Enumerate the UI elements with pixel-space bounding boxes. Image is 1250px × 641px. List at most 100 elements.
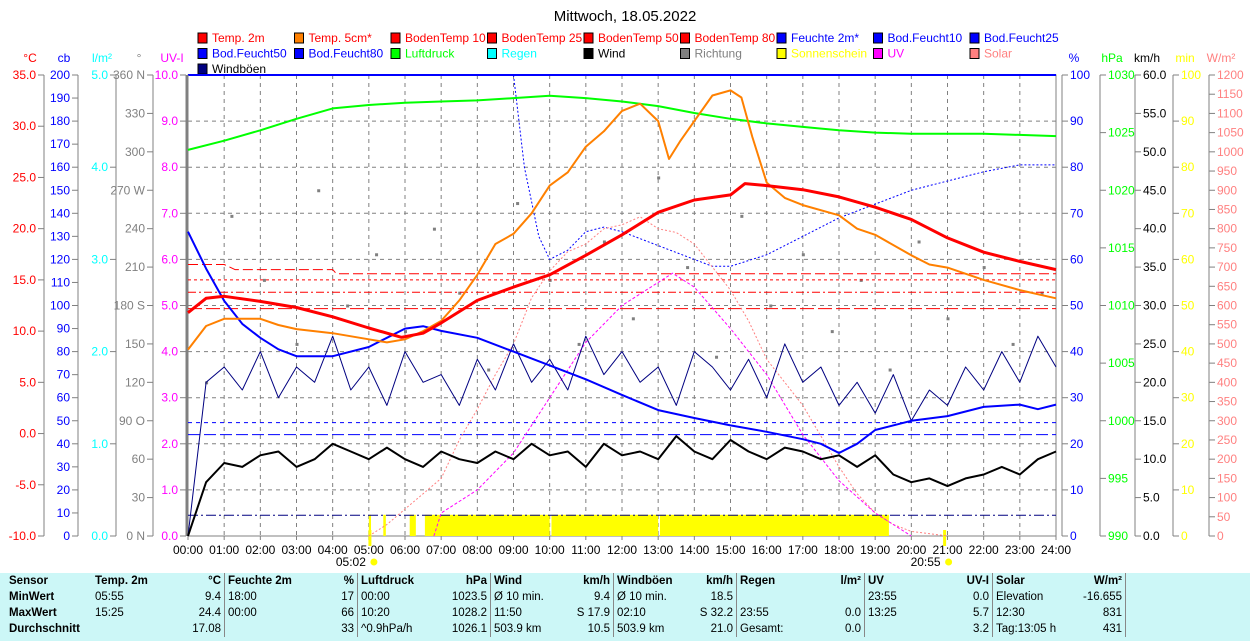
stats-cell: 9.4: [557, 589, 614, 605]
wind-direction-point: [346, 304, 350, 308]
y-tick-label: 70: [1181, 206, 1195, 220]
y-tick-label: 30: [1070, 391, 1084, 405]
sunshine-bar: [409, 514, 416, 536]
y-tick-label: 10.0: [13, 324, 37, 338]
x-tick-label: 20:00: [896, 543, 926, 557]
stats-cell: 02:10: [617, 606, 646, 619]
legend-swatch: [969, 32, 980, 44]
legend-label: Richtung: [695, 47, 742, 61]
y-tick-label: 250: [1217, 433, 1237, 447]
stats-cell: Sensor: [9, 574, 48, 587]
wind-direction-point: [769, 304, 773, 308]
y-tick-label: 800: [1217, 222, 1237, 236]
x-tick-label: 16:00: [752, 543, 782, 557]
stats-cell: -16.655: [1069, 589, 1126, 605]
stats-cell: [92, 621, 158, 637]
stats-cell: 05:55: [95, 590, 124, 603]
wind-direction-point: [487, 368, 491, 372]
y-tick-label: 40: [57, 437, 71, 451]
series-wind: [187, 435, 1057, 537]
y-tick-label: 190: [50, 91, 70, 105]
legend-swatch: [680, 48, 690, 59]
y-tick-label: 30.0: [13, 119, 37, 133]
legend-swatch: [197, 48, 208, 59]
stats-cell: Regen: [740, 574, 776, 587]
sunshine-bar: [383, 514, 386, 536]
x-tick-label: 12:00: [607, 543, 637, 557]
y-tick-label: 10: [1181, 483, 1195, 497]
legend-label: BodenTemp 10: [405, 31, 486, 45]
y-axis-unit: W/m²: [1207, 51, 1236, 65]
legend-label: Bod.Feucht50: [212, 47, 287, 61]
stats-cell: 00:00: [228, 606, 257, 619]
stats-cell: 1023.5: [424, 589, 491, 605]
wind-direction-point: [458, 291, 462, 295]
stats-cell: [803, 589, 865, 605]
stats-cell: MaxWert: [9, 606, 57, 619]
y-tick-label: 1030: [1108, 68, 1135, 82]
y-tick-label: 50.0: [1143, 145, 1167, 159]
sunshine-bar: [551, 514, 659, 536]
stats-cell: 15:25: [95, 606, 124, 619]
y-tick-label: 20.0: [13, 222, 37, 236]
y-tick-label: 100: [1070, 68, 1090, 82]
y-tick-label: 0.0: [19, 427, 36, 441]
x-tick-label: 15:00: [715, 543, 745, 557]
sun-icon: [945, 558, 953, 566]
stats-cell: S 17.9: [557, 605, 614, 621]
statistics-panel: Sensor Temp. 2m °C Feuchte 2m% Luftdruck hPa W…: [0, 573, 1250, 641]
x-tick-label: 22:00: [969, 543, 999, 557]
stats-cell: %: [301, 573, 358, 589]
legend-label: Solar: [984, 47, 1012, 61]
y-tick-label: 500: [1217, 337, 1237, 351]
legend-label: Sonnenschein: [791, 47, 867, 61]
y-axis-unit: min: [1175, 51, 1194, 65]
y-tick-label: 110: [51, 275, 70, 289]
y-tick-label: 1.0: [161, 483, 178, 497]
stats-cell: 17.08: [158, 621, 225, 637]
stats-cell: 18.5: [680, 589, 737, 605]
wind-direction-point: [982, 266, 986, 270]
y-tick-label: 100: [1181, 68, 1201, 82]
y-tick-label: 80: [57, 345, 71, 359]
wind-direction-point: [602, 240, 606, 244]
y-tick-label: 750: [1217, 241, 1237, 255]
y-tick-label: 120: [125, 375, 145, 389]
sun-icon: [370, 558, 378, 566]
y-tick-label: 5.0: [19, 375, 36, 389]
legend-swatch: [487, 32, 497, 44]
y-tick-label: 600: [1217, 299, 1237, 313]
y-axis-unit: cb: [58, 51, 71, 65]
y-tick-label: 3.0: [161, 391, 178, 405]
stats-cell: 5.7: [926, 605, 993, 621]
stats-cell: 1028.2: [424, 605, 491, 621]
stats-row: MinWert 05:55 9.4 18:00 17 00:00 1023.5 Ø 10 mi…: [6, 589, 1126, 605]
y-tick-label: 1000: [1108, 414, 1135, 428]
y-tick-label: 7.0: [161, 206, 178, 220]
legend-label: Bod.Feucht25: [984, 31, 1059, 45]
stats-row: Durchschnitt 17.08 33 ^0.9hPa/h 1026.1 503.9 …: [6, 621, 1126, 637]
y-tick-label: 1150: [1217, 87, 1243, 101]
y-tick-label: 100: [1217, 491, 1237, 505]
legend-swatch: [680, 32, 690, 44]
y-axis-unit: km/h: [1134, 51, 1160, 65]
x-tick-label: 19:00: [860, 543, 890, 557]
y-tick-label: 60: [1070, 252, 1084, 266]
y-tick-label: 15.0: [1143, 414, 1167, 428]
y-tick-label: 45.0: [1143, 183, 1167, 197]
legend-swatch: [583, 48, 594, 59]
stats-cell: W/m²: [1069, 573, 1126, 589]
x-tick-label: 09:00: [498, 543, 528, 557]
sunshine-bar: [424, 514, 550, 536]
y-tick-label: 950: [1217, 164, 1237, 178]
y-tick-label: 0: [63, 529, 70, 543]
y-tick-label: 120: [50, 252, 70, 266]
stats-cell: 33: [301, 621, 358, 637]
wind-direction-point: [230, 214, 234, 218]
stats-cell: Ø 10 min.: [494, 590, 544, 603]
y-tick-label: 700: [1217, 260, 1237, 274]
legend-swatch: [583, 32, 594, 44]
stats-cell: 3.2: [926, 621, 993, 637]
y-tick-label: 20: [1181, 437, 1195, 451]
y-tick-label: 30: [132, 491, 146, 505]
